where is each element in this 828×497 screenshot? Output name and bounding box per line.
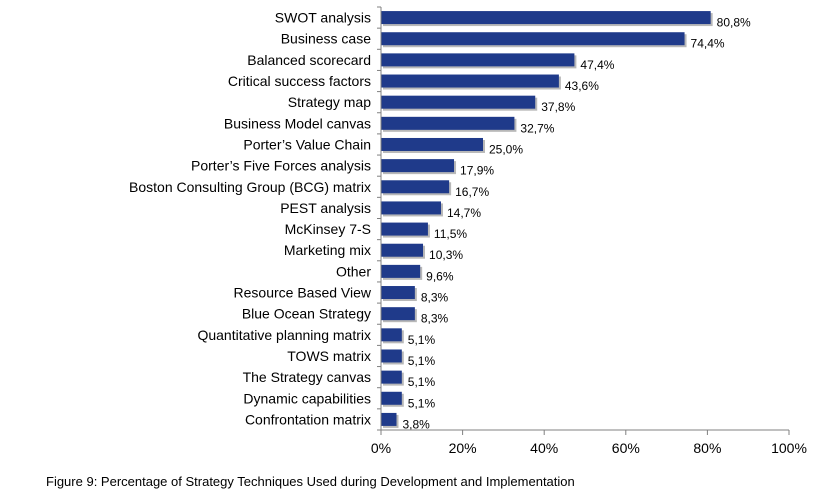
x-tick-label: 60% xyxy=(612,440,640,456)
value-label: 5,1% xyxy=(408,375,436,389)
category-label: Confrontation matrix xyxy=(245,411,371,427)
category-label: Business case xyxy=(281,31,371,47)
category-label: Other xyxy=(336,263,371,279)
category-label: Quantitative planning matrix xyxy=(197,327,371,343)
value-label: 3,8% xyxy=(403,417,431,431)
category-label: SWOT analysis xyxy=(275,10,371,26)
bar xyxy=(381,412,397,426)
value-label: 80,8% xyxy=(717,16,751,30)
category-label: Business Model canvas xyxy=(224,115,371,131)
value-label: 32,7% xyxy=(520,121,554,135)
category-label: Balanced scorecard xyxy=(247,52,371,68)
category-label: McKinsey 7-S xyxy=(285,221,371,237)
category-label: Marketing mix xyxy=(284,242,371,258)
bar xyxy=(381,307,415,321)
category-label: Blue Ocean Strategy xyxy=(242,306,371,322)
bar xyxy=(381,159,455,173)
bar xyxy=(381,349,402,363)
bar xyxy=(381,116,515,130)
value-label: 8,3% xyxy=(421,291,449,305)
x-tick-label: 40% xyxy=(530,440,558,456)
value-label: 10,3% xyxy=(429,248,463,262)
bar xyxy=(381,74,559,88)
bar xyxy=(381,222,428,236)
category-label: Dynamic capabilities xyxy=(243,390,371,406)
value-label: 9,6% xyxy=(426,269,454,283)
bar xyxy=(381,180,450,194)
x-tick-label: 100% xyxy=(771,440,807,456)
category-label: Boston Consulting Group (BCG) matrix xyxy=(129,179,371,195)
category-labels: SWOT analysis Business case Balanced score… xyxy=(129,10,372,428)
category-label: Critical success factors xyxy=(228,73,371,89)
category-label: PEST analysis xyxy=(280,200,371,216)
bars-group xyxy=(381,11,713,428)
value-label: 74,4% xyxy=(691,37,725,51)
value-label: 5,1% xyxy=(408,354,436,368)
value-label: 25,0% xyxy=(489,142,523,156)
category-label: The Strategy canvas xyxy=(243,369,371,385)
bar xyxy=(381,95,536,109)
value-label: 5,1% xyxy=(408,333,436,347)
x-axis: 0% 20% 40% 60% 80% 100% xyxy=(371,6,807,456)
bar xyxy=(381,286,415,300)
category-label: TOWS matrix xyxy=(287,348,371,364)
value-label: 14,7% xyxy=(447,206,481,220)
x-tick-label: 0% xyxy=(371,440,391,456)
bar xyxy=(381,243,424,257)
value-labels: 80,8% 74,4% 47,4% 43,6% 37,8% 32,7% 25,0% 17,9%… xyxy=(403,16,752,432)
value-label: 16,7% xyxy=(455,185,489,199)
bar xyxy=(381,32,685,46)
bar xyxy=(381,11,711,25)
value-label: 17,9% xyxy=(460,164,494,178)
value-label: 8,3% xyxy=(421,312,449,326)
bar xyxy=(381,137,483,151)
value-label: 43,6% xyxy=(565,79,599,93)
value-label: 47,4% xyxy=(580,58,614,72)
bar xyxy=(381,264,421,278)
bar xyxy=(381,53,575,67)
value-label: 5,1% xyxy=(408,396,436,410)
bar-chart: SWOT analysis Business case Balanced score… xyxy=(129,6,807,456)
value-label: 37,8% xyxy=(541,100,575,114)
bar xyxy=(381,391,402,405)
bar xyxy=(381,370,402,384)
x-tick-label: 80% xyxy=(693,440,721,456)
value-label: 11,5% xyxy=(434,227,467,241)
category-label: Strategy map xyxy=(288,94,371,110)
figure-caption: Figure 9: Percentage of Strategy Techniq… xyxy=(46,474,575,489)
category-label: Resource Based View xyxy=(234,285,372,301)
bar xyxy=(381,201,441,215)
category-label: Porter’s Value Chain xyxy=(243,136,371,152)
x-tick-label: 20% xyxy=(449,440,477,456)
category-label: Porter’s Five Forces analysis xyxy=(191,158,371,174)
bar xyxy=(381,328,402,342)
